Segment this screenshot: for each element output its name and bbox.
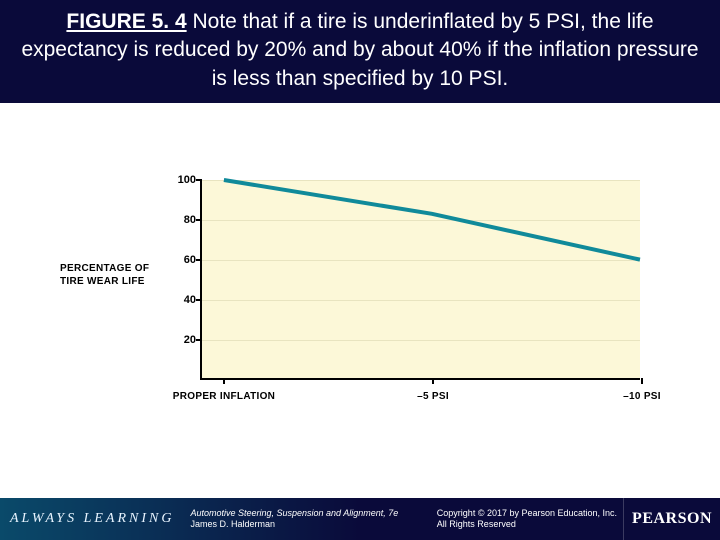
y-tick xyxy=(196,179,202,181)
y-tick xyxy=(196,339,202,341)
y-tick xyxy=(196,299,202,301)
y-axis-title: PERCENTAGE OF TIRE WEAR LIFE xyxy=(60,262,160,288)
pearson-logo: PEARSON xyxy=(623,498,720,540)
x-tick-label: –10 PSI xyxy=(623,391,661,402)
always-learning-badge: ALWAYS LEARNING xyxy=(0,498,184,540)
y-tick-label: 20 xyxy=(168,334,196,346)
copyright-block: Copyright © 2017 by Pearson Education, I… xyxy=(437,508,623,531)
x-tick-label: –5 PSI xyxy=(417,391,449,402)
y-tick-label: 100 xyxy=(168,174,196,186)
y-tick-label: 60 xyxy=(168,254,196,266)
tire-wear-chart: PERCENTAGE OF TIRE WEAR LIFE 20406080100… xyxy=(60,180,660,440)
x-tick xyxy=(432,378,434,384)
x-tick xyxy=(223,378,225,384)
series-line xyxy=(224,180,640,260)
figure-header: FIGURE 5. 4 Note that if a tire is under… xyxy=(0,0,720,103)
y-tick-label: 40 xyxy=(168,294,196,306)
x-tick-label: PROPER INFLATION xyxy=(173,391,275,402)
copyright-line-2: All Rights Reserved xyxy=(437,519,617,530)
y-tick-label: 80 xyxy=(168,214,196,226)
book-title: Automotive Steering, Suspension and Alig… xyxy=(190,508,398,519)
figure-label: FIGURE 5. 4 xyxy=(66,10,186,33)
book-credits: Automotive Steering, Suspension and Alig… xyxy=(190,508,398,531)
x-tick xyxy=(641,378,643,384)
copyright-line-1: Copyright © 2017 by Pearson Education, I… xyxy=(437,508,617,519)
data-line xyxy=(202,180,640,379)
footer-bar: ALWAYS LEARNING Automotive Steering, Sus… xyxy=(0,498,720,540)
plot-area: 20406080100PROPER INFLATION–5 PSI–10 PSI xyxy=(200,180,640,380)
y-tick xyxy=(196,219,202,221)
book-author: James D. Halderman xyxy=(190,519,398,530)
y-tick xyxy=(196,259,202,261)
